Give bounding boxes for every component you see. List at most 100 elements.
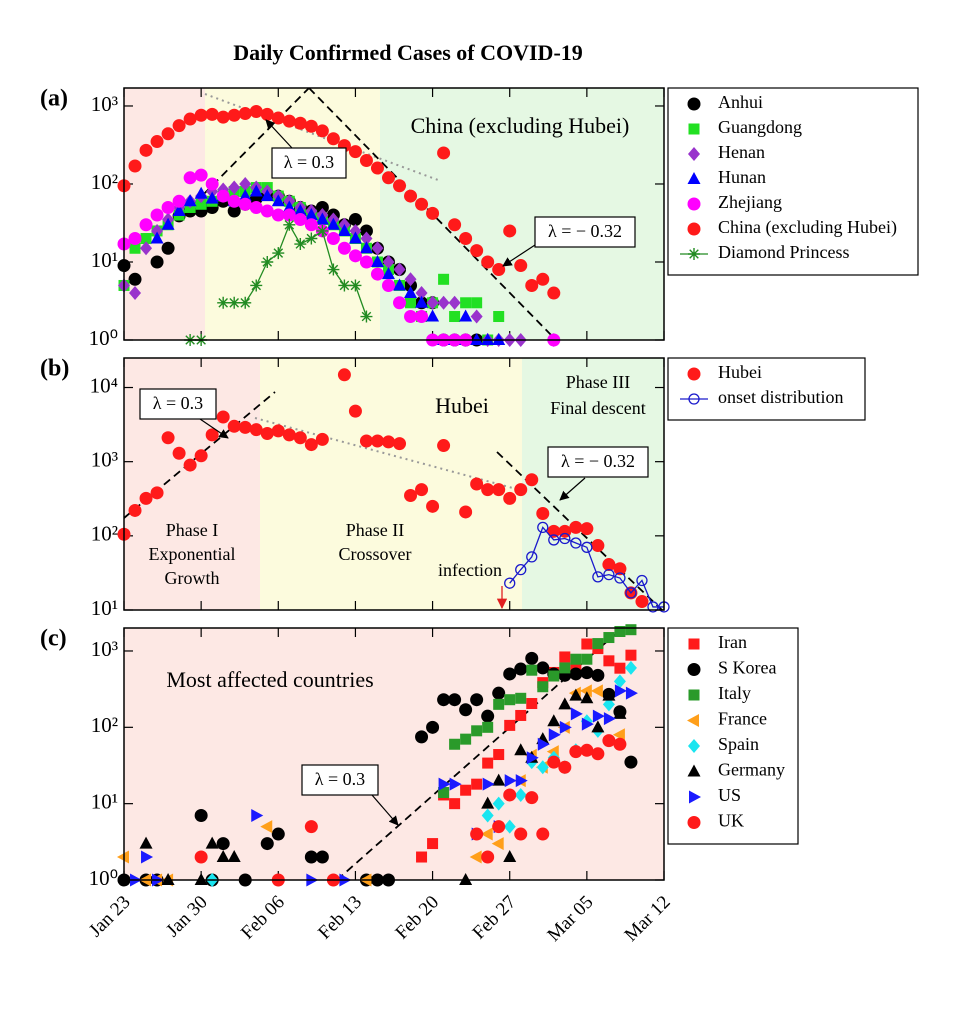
point — [337, 223, 351, 236]
point — [481, 483, 495, 497]
point — [459, 505, 473, 519]
point — [404, 286, 418, 299]
fit-line — [184, 87, 310, 214]
point — [580, 743, 594, 757]
point — [514, 787, 527, 802]
point — [216, 189, 230, 203]
annotation-box — [301, 764, 379, 796]
point — [150, 135, 164, 149]
point — [602, 558, 616, 572]
legend-label: Guangdong — [718, 117, 802, 137]
point — [128, 232, 142, 246]
legend-label: Anhui — [718, 92, 763, 112]
point — [415, 286, 428, 301]
point — [217, 296, 230, 309]
point — [580, 666, 594, 680]
point — [471, 725, 483, 737]
point — [271, 827, 285, 841]
point — [449, 738, 461, 750]
point — [327, 263, 340, 276]
point — [228, 296, 241, 309]
point — [515, 709, 527, 721]
point — [603, 712, 616, 726]
y-tick-label: 10³ — [91, 447, 118, 471]
point — [348, 404, 362, 418]
x-tick-label: Feb 27 — [469, 892, 521, 944]
point — [348, 231, 362, 244]
legend-marker — [689, 790, 701, 804]
point — [570, 653, 582, 665]
point — [316, 224, 329, 237]
point — [603, 632, 615, 644]
panel-label: (b) — [40, 356, 69, 382]
point — [370, 254, 384, 267]
point — [249, 184, 263, 197]
annotation: China (excluding Hubei) — [411, 113, 630, 138]
point — [140, 233, 152, 245]
annotation: Phase II — [346, 520, 404, 540]
point — [635, 595, 649, 609]
point — [470, 827, 484, 841]
point — [393, 278, 407, 291]
point — [348, 145, 362, 159]
point — [250, 279, 263, 292]
point — [460, 297, 472, 309]
legend-marker — [687, 172, 701, 184]
point — [469, 850, 482, 864]
point — [525, 278, 539, 292]
point — [238, 197, 252, 211]
point — [326, 132, 340, 146]
point — [569, 520, 583, 534]
point — [315, 850, 329, 864]
annotation-arrow — [265, 119, 293, 149]
point — [591, 747, 605, 761]
point — [591, 720, 605, 733]
point — [514, 483, 528, 497]
point — [536, 272, 550, 286]
point — [359, 154, 373, 168]
point — [294, 238, 307, 251]
point — [150, 208, 164, 222]
point — [592, 709, 605, 723]
point — [449, 311, 461, 323]
point — [260, 189, 274, 202]
annotation: Final descent — [550, 398, 645, 418]
annotation-arrow — [199, 418, 229, 439]
point — [581, 638, 593, 650]
y-tick-label: 10⁰ — [89, 326, 118, 350]
point — [249, 104, 263, 118]
point — [228, 180, 241, 195]
point — [260, 204, 274, 218]
point — [614, 625, 626, 637]
point — [570, 707, 583, 721]
point — [536, 507, 550, 521]
y-tick-label: 10³ — [91, 92, 118, 116]
point — [536, 827, 550, 841]
annotation: Exponential — [149, 544, 236, 564]
point — [514, 259, 528, 273]
point — [492, 333, 506, 345]
point — [426, 720, 440, 734]
point — [559, 532, 571, 545]
legend-marker — [688, 248, 700, 260]
point — [559, 651, 571, 663]
legend-label: US — [718, 785, 741, 805]
point — [172, 119, 186, 133]
point — [470, 244, 484, 258]
point — [415, 197, 429, 211]
point — [613, 706, 627, 719]
point — [415, 295, 429, 308]
point — [415, 310, 429, 324]
point — [216, 837, 230, 851]
point — [581, 717, 594, 731]
point — [426, 499, 440, 513]
point — [129, 242, 141, 254]
point — [481, 709, 495, 723]
x-tick-label: Jan 23 — [85, 892, 135, 942]
point — [271, 194, 285, 207]
point — [393, 437, 407, 451]
point — [271, 111, 285, 125]
point — [239, 176, 252, 191]
point — [305, 232, 318, 245]
point — [205, 191, 219, 204]
